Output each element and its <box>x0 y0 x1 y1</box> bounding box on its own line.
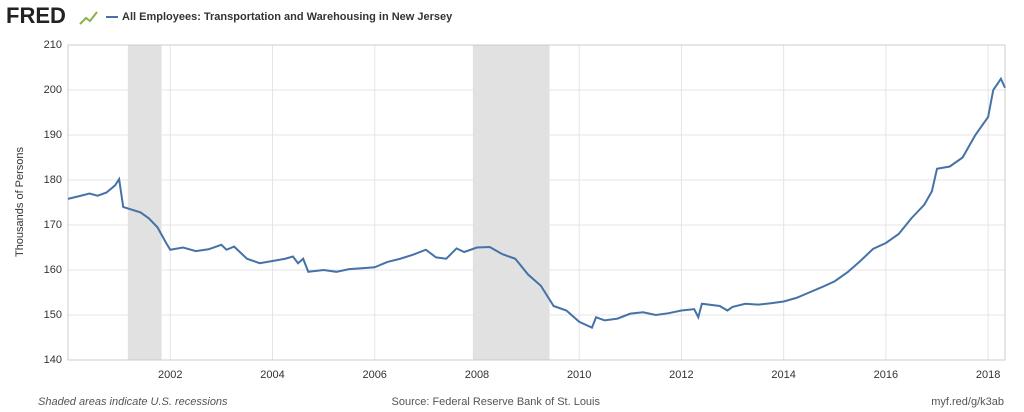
logo-icon <box>79 11 98 25</box>
y-tick-label: 140 <box>44 354 62 366</box>
x-tick-label: 2002 <box>158 369 182 381</box>
y-tick-label: 170 <box>44 219 62 231</box>
link[interactable]: myf.red/g/k3ab <box>931 396 1004 408</box>
x-tick-label: 2016 <box>874 369 898 381</box>
x-tick-label: 2014 <box>771 369 795 381</box>
logo: FRED <box>6 3 66 28</box>
legend-label: All Employees: Transportation and Wareho… <box>122 11 453 23</box>
x-tick-label: 2004 <box>260 369 284 381</box>
x-tick-label: 2012 <box>669 369 693 381</box>
y-tick-label: 150 <box>44 309 62 321</box>
y-tick-label: 160 <box>44 264 62 276</box>
y-tick-label: 210 <box>44 39 62 51</box>
x-tick-label: 2006 <box>362 369 386 381</box>
series-line <box>67 76 1006 329</box>
x-tick-label: 2010 <box>567 369 591 381</box>
x-tick-label: 2018 <box>976 369 1000 381</box>
y-tick-label: 190 <box>44 129 62 141</box>
recession-band <box>127 45 162 360</box>
plot-frame <box>67 44 1006 361</box>
x-tick-label: 2008 <box>465 369 489 381</box>
recession-band <box>472 45 550 360</box>
y-tick-label: 180 <box>44 174 62 186</box>
y-axis-label: Thousands of Persons <box>14 146 26 257</box>
note: Shaded areas indicate U.S. recessions <box>38 396 228 408</box>
source: Source: Federal Reserve Bank of St. Loui… <box>392 396 601 408</box>
y-tick-label: 200 <box>44 84 62 96</box>
